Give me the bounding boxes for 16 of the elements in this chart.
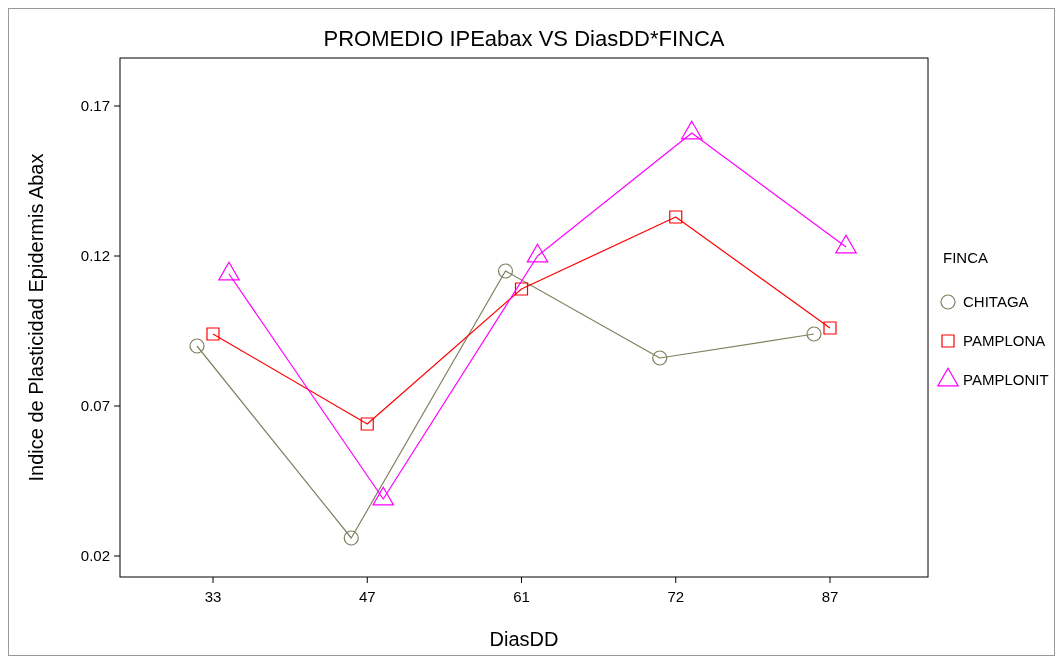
x-tick-label: 87 [821, 588, 839, 605]
y-tick-label: 0.12 [80, 247, 110, 265]
x-tick-label: 47 [358, 588, 376, 605]
x-axis-title: DiasDD [489, 628, 559, 650]
x-tick-label: 33 [204, 588, 222, 605]
legend-label: PAMPLONA [963, 332, 1046, 350]
legend-title: FINCA [943, 249, 988, 267]
y-tick-label: 0.02 [80, 547, 110, 565]
x-tick-label: 72 [667, 588, 685, 605]
chart-title: PROMEDIO IPEabax VS DiasDD*FINCA [323, 26, 725, 51]
x-tick-label: 61 [513, 588, 530, 605]
legend-label: CHITAGA [963, 293, 1029, 311]
y-tick-label: 0.17 [80, 97, 110, 115]
y-axis-title: Indice de Plasticidad Epidermis Abax [25, 153, 47, 482]
legend-label: PAMPLONIT [963, 371, 1049, 389]
y-tick-label: 0.07 [80, 397, 110, 415]
